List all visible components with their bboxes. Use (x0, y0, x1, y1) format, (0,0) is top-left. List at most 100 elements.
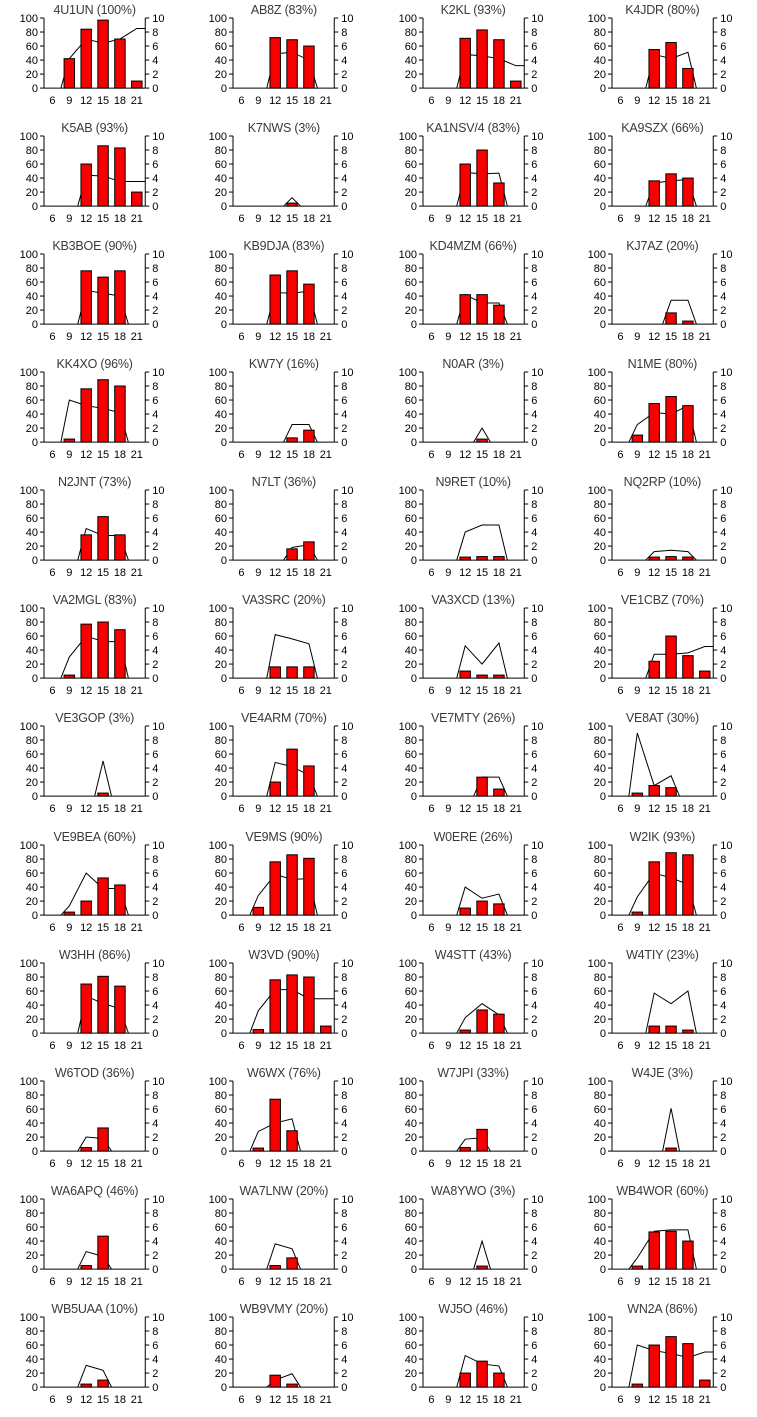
svg-text:9: 9 (256, 331, 262, 343)
bar (114, 629, 126, 679)
svg-text:2: 2 (152, 1014, 158, 1026)
svg-text:6: 6 (720, 1222, 726, 1234)
svg-text:6: 6 (428, 1158, 434, 1170)
svg-text:12: 12 (459, 1394, 471, 1406)
svg-text:9: 9 (634, 1276, 640, 1288)
chart-title: W0ERE (26%) (433, 829, 513, 844)
svg-text:9: 9 (445, 567, 451, 579)
svg-text:21: 21 (320, 1040, 332, 1052)
svg-text:100: 100 (20, 367, 38, 379)
svg-text:10: 10 (531, 13, 543, 25)
svg-text:20: 20 (215, 659, 227, 671)
svg-text:80: 80 (594, 972, 606, 984)
svg-text:15: 15 (475, 1158, 487, 1170)
bar (303, 765, 315, 798)
svg-text:0: 0 (410, 1146, 416, 1158)
svg-text:80: 80 (404, 145, 416, 157)
svg-text:9: 9 (634, 1158, 640, 1170)
chart-panel: VA2MGL (83%) 0 20 40 60 80 100 0 2 4 6 8 10 6 9 12 15 18 2… (0, 590, 189, 708)
svg-text:6: 6 (239, 1276, 245, 1288)
svg-text:60: 60 (404, 159, 416, 171)
svg-text:4: 4 (342, 291, 348, 303)
svg-text:6: 6 (720, 750, 726, 762)
bar (665, 851, 677, 916)
svg-text:15: 15 (97, 1276, 109, 1288)
chart-title: N1ME (80%) (627, 357, 698, 372)
svg-text:80: 80 (404, 499, 416, 511)
svg-text:6: 6 (617, 922, 623, 934)
svg-text:12: 12 (459, 1276, 471, 1288)
chart-panel: WB9VMY (20%) 0 20 40 60 80 100 0 2 4 6 8 10 6 9 12 15 18 2… (189, 1299, 378, 1417)
svg-text:18: 18 (682, 95, 694, 107)
chart-title: KA9SZX (66%) (621, 121, 704, 136)
svg-text:8: 8 (342, 617, 348, 629)
svg-text:21: 21 (131, 567, 143, 579)
svg-text:8: 8 (342, 263, 348, 275)
svg-text:80: 80 (215, 381, 227, 393)
bar (80, 983, 92, 1034)
bar (665, 1025, 677, 1034)
svg-text:2: 2 (342, 541, 348, 553)
svg-text:40: 40 (215, 1354, 227, 1366)
svg-text:0: 0 (221, 1382, 227, 1394)
bar (80, 900, 92, 916)
svg-text:100: 100 (398, 13, 416, 25)
bar (458, 294, 471, 325)
svg-text:15: 15 (475, 804, 487, 816)
chart-panel: K5AB (93%) 0 20 40 60 80 100 0 2 4 6 8 10 6 9 12 15 18 21 (0, 118, 189, 236)
chart-title: 4U1UN (100%) (53, 3, 136, 17)
svg-text:2: 2 (152, 69, 158, 81)
svg-text:0: 0 (221, 437, 227, 449)
svg-text:100: 100 (209, 840, 227, 852)
svg-text:0: 0 (32, 437, 38, 449)
svg-text:40: 40 (215, 173, 227, 185)
bar (303, 666, 315, 679)
bar (648, 180, 660, 207)
svg-text:0: 0 (152, 319, 158, 331)
bar (631, 434, 643, 443)
svg-text:8: 8 (720, 1090, 726, 1102)
bar (458, 556, 471, 561)
svg-text:15: 15 (665, 1276, 677, 1288)
svg-text:60: 60 (404, 750, 416, 762)
svg-text:18: 18 (682, 804, 694, 816)
svg-text:20: 20 (215, 187, 227, 199)
svg-text:6: 6 (531, 395, 537, 407)
svg-text:9: 9 (66, 685, 72, 697)
bar (509, 80, 522, 89)
svg-text:12: 12 (648, 213, 660, 225)
svg-text:12: 12 (648, 1158, 660, 1170)
svg-text:18: 18 (114, 567, 126, 579)
svg-text:6: 6 (617, 685, 623, 697)
svg-text:10: 10 (342, 603, 354, 615)
svg-text:100: 100 (20, 1312, 38, 1324)
svg-text:4: 4 (152, 1000, 158, 1012)
svg-text:21: 21 (698, 1040, 710, 1052)
svg-text:20: 20 (26, 1132, 38, 1144)
svg-text:2: 2 (531, 423, 537, 435)
svg-text:0: 0 (410, 555, 416, 567)
svg-text:100: 100 (587, 131, 605, 143)
chart-panel: W2IK (93%) 0 20 40 60 80 100 0 2 4 6 8 10 6 9 12 15 18 21 (568, 827, 757, 945)
svg-text:9: 9 (66, 1158, 72, 1170)
svg-text:2: 2 (342, 1368, 348, 1380)
svg-text:2: 2 (342, 1250, 348, 1262)
svg-text:18: 18 (303, 331, 315, 343)
svg-text:60: 60 (26, 1340, 38, 1352)
svg-text:4: 4 (531, 173, 537, 185)
svg-text:18: 18 (114, 1040, 126, 1052)
svg-text:8: 8 (720, 1208, 726, 1220)
svg-text:9: 9 (634, 331, 640, 343)
svg-text:0: 0 (342, 1382, 348, 1394)
bar (458, 1146, 471, 1152)
chart-panel: N1ME (80%) 0 20 40 60 80 100 0 2 4 6 8 10 6 9 12 15 18 21 (568, 354, 757, 472)
svg-text:100: 100 (587, 367, 605, 379)
bar (269, 978, 282, 1034)
svg-text:4: 4 (152, 409, 158, 421)
svg-text:8: 8 (720, 735, 726, 747)
svg-text:10: 10 (531, 1312, 543, 1324)
svg-text:9: 9 (445, 449, 451, 461)
chart-title: WA7LNW (20%) (239, 1183, 329, 1198)
